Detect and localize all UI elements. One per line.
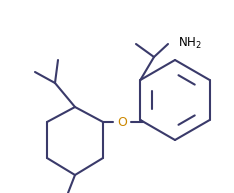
Text: NH$_2$: NH$_2$ — [178, 36, 202, 51]
Text: O: O — [117, 115, 127, 129]
